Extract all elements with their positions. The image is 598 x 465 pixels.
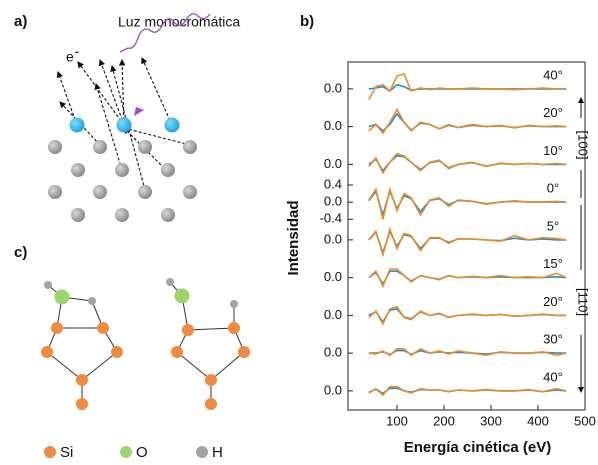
electron-label: e xyxy=(66,49,74,65)
data-line xyxy=(369,114,566,131)
panel-title: Luz monocromática xyxy=(118,14,240,30)
legend: Si O H xyxy=(44,444,223,461)
atom xyxy=(205,398,217,410)
data-line xyxy=(369,110,566,134)
x-tick-label: 300 xyxy=(480,413,502,428)
direction-label: [100] xyxy=(576,131,591,160)
atom xyxy=(238,346,250,358)
x-tick-label: 200 xyxy=(433,413,455,428)
angle-label: 40° xyxy=(543,67,563,82)
angle-label: 20° xyxy=(543,105,563,120)
atom xyxy=(51,322,63,334)
atom xyxy=(175,289,190,304)
x-tick-label: 400 xyxy=(527,413,549,428)
legend-swatch xyxy=(196,446,208,458)
molecule xyxy=(41,281,123,410)
panel-b: b) Intensidad [100] [110] 0.0 40° 0.0 20° 0.… xyxy=(285,13,596,456)
substrate-atoms xyxy=(48,140,197,222)
y-tick-label: 0.0 xyxy=(324,269,342,284)
y-tick-label: 0.0 xyxy=(324,307,342,322)
atom xyxy=(76,374,88,386)
y-tick-label: -0.4 xyxy=(320,211,342,226)
atom xyxy=(44,281,52,289)
angle-label: 0° xyxy=(547,181,559,196)
data-line xyxy=(369,349,566,356)
angle-label: 5° xyxy=(547,218,559,233)
x-tick-label: 100 xyxy=(386,413,408,428)
atom xyxy=(76,398,88,410)
data-line xyxy=(369,231,566,252)
figure: a) Luz monocromática e - c) xyxy=(0,0,598,465)
angle-label: 15° xyxy=(543,256,563,271)
data-line xyxy=(369,74,566,100)
legend-swatch xyxy=(44,446,56,458)
atom xyxy=(205,374,217,386)
angle-label: 10° xyxy=(543,143,563,158)
electron-charge: - xyxy=(75,46,79,58)
y-tick-label: 0.4 xyxy=(324,176,342,191)
x-axis-title: Energía cinética (eV) xyxy=(404,439,552,456)
light-arrowhead xyxy=(134,107,144,116)
y-tick-label: 0.0 xyxy=(324,80,342,95)
atom xyxy=(228,322,240,334)
angle-label: 20° xyxy=(543,294,563,309)
atom xyxy=(41,346,53,358)
atom xyxy=(88,297,96,305)
y-tick-label: 0.0 xyxy=(324,345,342,360)
y-tick-label: 0.0 xyxy=(324,118,342,133)
angle-label: 30° xyxy=(543,332,563,347)
y-tick-label: 0.0 xyxy=(324,194,342,209)
x-tick-label: 500 xyxy=(574,413,596,428)
y-axis-title: Intensidad xyxy=(285,200,302,275)
y-tick-label: 0.0 xyxy=(324,382,342,397)
atom xyxy=(182,324,194,336)
y-tick-label: 0.0 xyxy=(324,156,342,171)
panel-a: a) Luz monocromática e - xyxy=(14,13,240,222)
panel-label: a) xyxy=(14,13,27,30)
atom xyxy=(97,322,109,334)
legend-label: Si xyxy=(60,444,73,461)
direction-label: [110] xyxy=(576,288,591,316)
molecule xyxy=(166,278,250,410)
panel-label: c) xyxy=(14,244,27,261)
data-line xyxy=(369,189,566,219)
panel-c: c) Si O H xyxy=(14,244,250,461)
data-line xyxy=(369,191,566,215)
panel-label: b) xyxy=(300,13,314,30)
atom xyxy=(230,300,238,308)
atom xyxy=(166,278,174,286)
angle-label: 40° xyxy=(543,369,563,384)
legend-label: O xyxy=(136,444,148,461)
legend-label: H xyxy=(212,444,223,461)
legend-swatch xyxy=(120,446,132,458)
y-tick-label: 0.0 xyxy=(324,231,342,246)
atom xyxy=(55,290,70,305)
atom xyxy=(111,346,123,358)
data-line xyxy=(369,387,566,396)
data-line xyxy=(369,229,566,255)
atom xyxy=(171,346,183,358)
